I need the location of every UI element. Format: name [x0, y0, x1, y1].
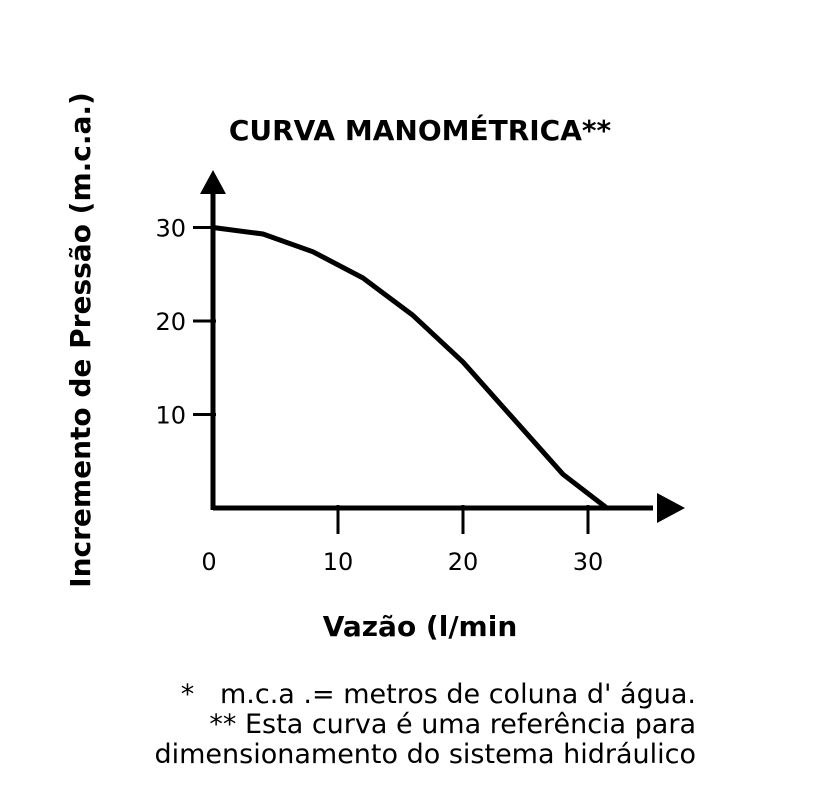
y-axis-label: Incremento de Pressão (m.c.a.)	[64, 92, 97, 588]
pressure-curve-line	[210, 225, 610, 511]
x-tick-label: 30	[573, 548, 604, 576]
y-axis-arrow	[200, 170, 226, 194]
footnote-mca: * m.c.a .= metros de coluna d' água.	[180, 679, 696, 710]
y-tick-label: 30	[155, 215, 186, 243]
pump-curve-chart: CURVA MANOMÉTRICA** Incremento de Pressã…	[64, 92, 685, 643]
x-tick-label: 10	[323, 548, 354, 576]
y-tick-label: 20	[155, 308, 186, 336]
footnote-curve-reference: ** Esta curva é uma referência para	[209, 709, 696, 740]
y-tick-label: 10	[155, 402, 186, 430]
axes	[200, 170, 685, 523]
x-axis-arrow	[657, 493, 685, 523]
footnote-dimensioning: dimensionamento do sistema hidráulico	[154, 739, 696, 770]
footnotes: * m.c.a .= metros de coluna d' água. ** …	[60, 680, 696, 770]
x-tick-label: 0	[201, 548, 216, 576]
x-tick-label: 20	[448, 548, 479, 576]
plot-area	[210, 225, 610, 511]
ticks: 0 10 20 30 10 20 30	[155, 215, 603, 577]
x-axis-label: Vazão (l/min	[323, 610, 518, 643]
chart-title: CURVA MANOMÉTRICA**	[229, 113, 612, 147]
